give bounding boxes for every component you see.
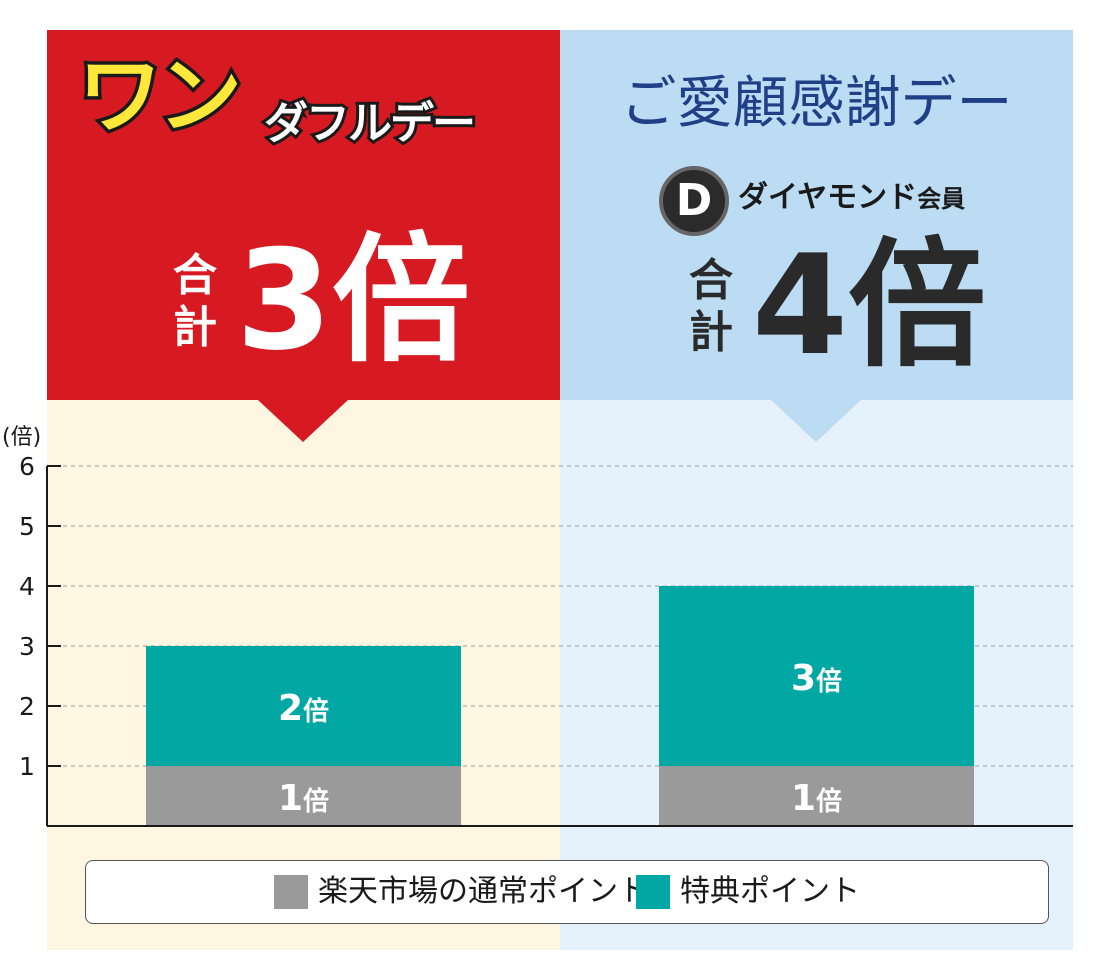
diamond-badge-icon: D: [659, 166, 729, 236]
y-tick-label: 3: [19, 632, 35, 661]
right-total-label-bottom: 計: [689, 307, 733, 358]
right-total-label: 合 計: [686, 255, 736, 359]
y-tick-label: 5: [19, 512, 35, 541]
bar-value-label: 1倍: [791, 778, 842, 819]
y-tick-label: 4: [19, 572, 35, 601]
bar-segment-bonus: [659, 586, 974, 766]
bar-value-label: 2倍: [278, 688, 329, 729]
legend-swatch-normal-points: [274, 875, 308, 909]
left-total-label-bottom: 計: [173, 302, 217, 353]
right-total-value: 4倍: [752, 225, 987, 386]
header-right-panel: [560, 30, 1073, 400]
diamond-member-label: ダイヤモンド会員: [738, 183, 965, 213]
legend: [85, 860, 1049, 924]
legend-label-normal-points: 楽天市場の通常ポイント: [318, 874, 648, 909]
left-total-value: 3倍: [236, 220, 471, 381]
axes: 1 2 3 4 5 6: [19, 452, 1073, 827]
bar-segment-bonus: [146, 646, 461, 766]
legend-label-bonus-points: 特典ポイント: [680, 874, 860, 909]
right-total-label-top: 合: [689, 255, 733, 306]
left-pointer-arrow: [258, 400, 348, 442]
bar-segment-normal: [659, 766, 974, 826]
y-tick-label: 6: [19, 452, 35, 481]
y-axis-unit: (倍): [2, 425, 41, 450]
bars: 1倍 2倍 1倍 3倍: [146, 586, 974, 826]
left-total-label: 合 計: [170, 250, 220, 354]
legend-swatch-bonus-points: [636, 875, 670, 909]
bar-value-label: 1倍: [278, 778, 329, 819]
header-left-panel: [47, 30, 560, 400]
bar-value-label: 3倍: [791, 658, 842, 699]
member-suffix-text: 会員: [917, 185, 966, 213]
bar-segment-normal: [146, 766, 461, 826]
logo-main-text: ワン: [74, 47, 245, 145]
right-pointer-arrow: [771, 400, 861, 442]
left-total-label-top: 合: [173, 250, 217, 301]
y-tick-label: 2: [19, 692, 35, 721]
appreciation-day-title: ご愛顧感謝デー: [620, 71, 1013, 136]
y-tick-label: 1: [19, 752, 35, 781]
logo-sub-text: ダフルデー: [261, 98, 479, 149]
diamond-member-text: ダイヤモンド: [738, 180, 918, 215]
